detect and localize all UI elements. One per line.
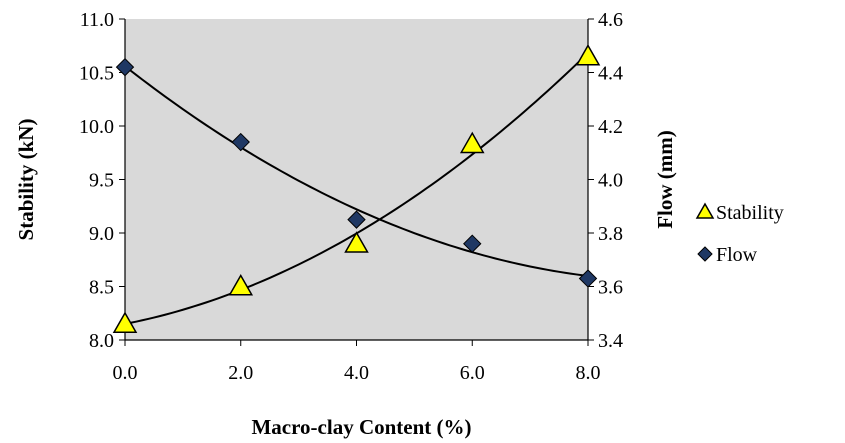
stability-point [112,311,138,333]
x-tick-label: 4.0 [344,362,369,384]
right-y-tick-label: 4.0 [598,170,623,192]
right-y-tick-label: 4.2 [598,116,623,138]
x-tick-label: 8.0 [576,362,601,384]
right-y-axis-title: Flow (mm) [653,130,677,229]
left-y-tick-label: 10.0 [79,116,114,138]
legend-flow-label: Flow [716,244,758,266]
x-tick-label: 6.0 [460,362,485,384]
plot-area [125,19,588,340]
stability-point [344,231,369,253]
left-y-tick-label: 8.0 [89,330,114,352]
left-y-tick-label: 8.5 [89,277,114,299]
flow-point [347,210,366,229]
trendline-flow [124,65,589,277]
flow-point [231,132,250,152]
right-y-tick-label: 4.4 [598,63,623,85]
left-y-axis-title: Stability (kN) [14,119,38,241]
flow-point [578,269,598,288]
x-tick-label: 0.0 [113,362,138,384]
right-y-tick-label: 4.6 [598,9,623,31]
right-y-tick-label: 3.6 [598,277,623,299]
flow-point [115,57,135,77]
legend: Stability Flow [695,202,784,266]
stability-point [575,43,601,66]
stability-point [228,273,254,296]
left-y-tick-label: 9.0 [89,223,114,245]
right-y-tick-label: 3.4 [598,330,623,352]
left-y-tick-label: 10.5 [79,63,114,85]
stability-point [459,131,485,154]
x-tick-label: 2.0 [228,362,253,384]
legend-stability-marker [695,202,715,219]
flow-point [463,234,482,253]
legend-flow-marker [697,246,713,262]
left-y-tick-label: 9.5 [89,170,114,192]
x-axis-title: Macro-clay Content (%) [251,415,471,439]
left-y-tick-label: 11.0 [80,9,114,31]
data-markers [112,43,601,333]
labels: 11.0 10.5 10.0 9.5 9.0 8.5 8.0 4.6 4.4 4.2 4.0 3.8 3… [14,9,677,439]
right-y-tick-label: 3.8 [598,223,623,245]
legend-stability-label: Stability [716,202,784,224]
